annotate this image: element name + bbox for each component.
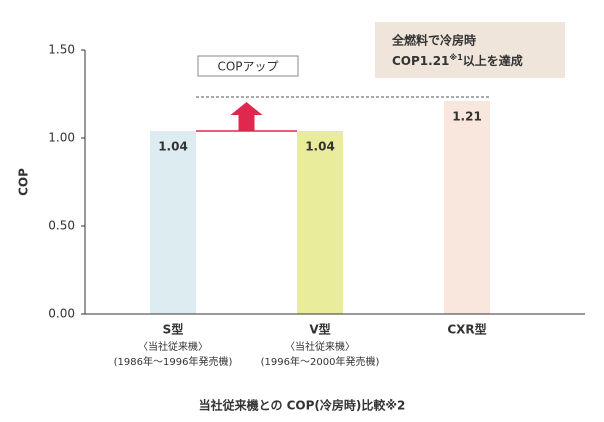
category-note: 〈当社従来機〉: [285, 340, 355, 353]
value-label: 1.04: [305, 139, 335, 153]
callout-box: [375, 22, 565, 78]
category-note: 〈当社従来機〉: [138, 340, 208, 353]
annotation-box: [197, 55, 299, 77]
x-tick-label: CXR型: [447, 322, 486, 337]
up-arrow: [230, 102, 263, 131]
callout-text: COP1.21: [392, 54, 449, 68]
y-tick-label: 1.50: [48, 43, 75, 57]
x-tick-label: V型: [309, 322, 330, 337]
bar: [297, 130, 343, 314]
y-tick-label: 0.00: [48, 307, 75, 321]
y-tick-label: 1.00: [48, 131, 75, 145]
footnote-mark: ※1: [449, 52, 463, 62]
x-axis-label: 当社従来機との COP(冷房時)比較※2: [199, 398, 406, 413]
bar: [444, 101, 490, 314]
value-label: 1.21: [452, 110, 482, 124]
callout-text: 以上を達成: [463, 53, 523, 68]
category-note: (1986年～1996年発売機): [114, 355, 233, 368]
category-note: (1996年～2000年発売機): [261, 355, 380, 368]
x-tick-label: S型: [163, 322, 184, 337]
y-axis-label: COP: [17, 168, 31, 196]
callout-line: COP1.21※1以上を達成: [392, 52, 523, 68]
annotation: COPアップ: [217, 60, 278, 74]
value-label: 1.04: [158, 139, 188, 153]
y-tick-label: 0.50: [48, 219, 75, 233]
callout-line: 全燃料で冷房時: [391, 33, 476, 48]
bar: [150, 130, 196, 314]
